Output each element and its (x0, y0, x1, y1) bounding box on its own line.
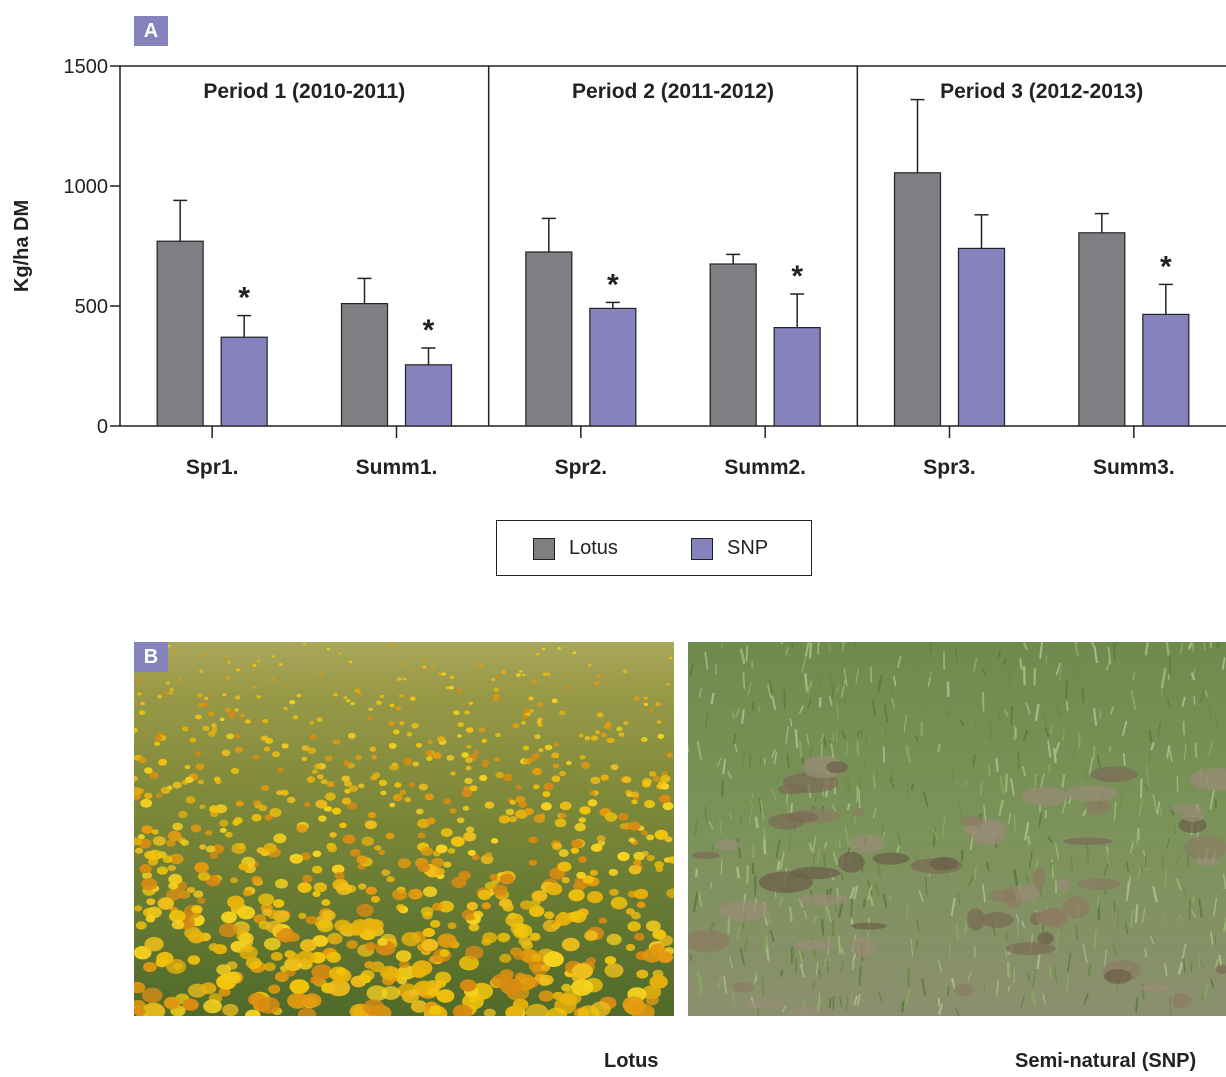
significance-marker: * (791, 260, 803, 293)
bar-snp-1 (220, 336, 268, 427)
semi-natural-field-image (688, 642, 1226, 1016)
bar-lotus-5 (893, 172, 942, 427)
x-tick-label: Summ2. (724, 456, 806, 479)
bar-chart: 0 500 1000 1500 Kg/ha DM Period 1 (2010-2011)… (11, 56, 1226, 479)
bar-lotus-6 (1078, 232, 1126, 427)
bar-snp-3 (589, 307, 637, 427)
panel-b-label: B (134, 642, 168, 672)
lotus-field-image (134, 642, 674, 1016)
legend-swatch-lotus (533, 537, 555, 560)
lotus-photo (134, 642, 674, 1016)
bar-snp-5 (957, 247, 1006, 427)
snp-caption: Semi-natural (SNP) (1015, 1050, 1197, 1072)
y-tick-label: 1500 (64, 56, 109, 78)
x-tick-label: Spr3. (923, 456, 976, 479)
legend-item-lotus: Lotus (533, 537, 618, 560)
legend: Lotus SNP (496, 520, 812, 576)
bar-lotus-3 (525, 251, 573, 427)
lotus-caption: Lotus (604, 1050, 659, 1072)
legend-label-snp: SNP (727, 537, 769, 559)
significance-marker: * (423, 314, 435, 347)
significance-marker: * (1160, 250, 1172, 283)
snp-photo (688, 642, 1226, 1016)
y-axis-title: Kg/ha DM (11, 200, 33, 292)
x-tick-label: Summ1. (356, 456, 438, 479)
bar-lotus-4 (709, 263, 757, 427)
period-label: Period 3 (2012-2013) (940, 80, 1143, 103)
period-label: Period 1 (2010-2011) (203, 80, 405, 103)
legend-label-lotus: Lotus (569, 537, 618, 559)
legend-swatch-snp (691, 537, 713, 560)
y-tick-label: 1000 (64, 176, 109, 198)
legend-item-snp: SNP (691, 537, 768, 560)
bar-snp-2 (404, 364, 453, 427)
y-tick-label: 0 (97, 416, 108, 438)
y-tick-label: 500 (75, 296, 108, 318)
bar-snp-4 (773, 327, 821, 427)
bar-lotus-1 (156, 240, 204, 427)
x-tick-label: Summ3. (1093, 456, 1175, 479)
significance-marker: * (607, 268, 619, 301)
x-tick-label: Spr1. (186, 456, 239, 479)
period-label: Period 2 (2011-2012) (572, 80, 774, 103)
bar-snp-6 (1142, 313, 1190, 427)
significance-marker: * (238, 282, 250, 315)
panel-a-label: A (134, 16, 168, 46)
x-tick-label: Spr2. (555, 456, 608, 479)
bar-lotus-2 (340, 303, 389, 427)
